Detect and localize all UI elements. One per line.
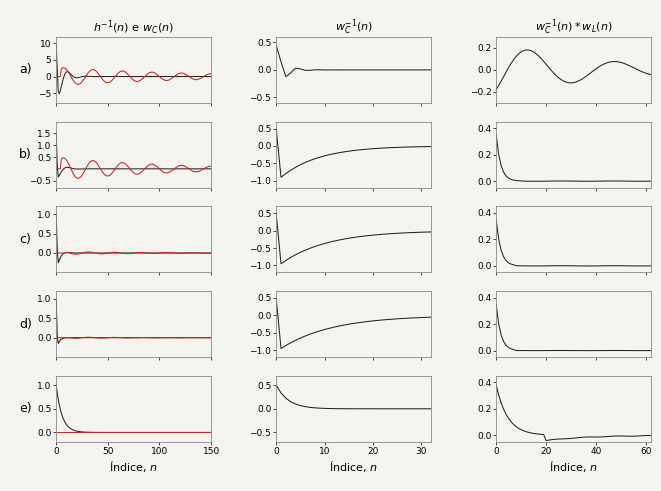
X-axis label: Índice, $n$: Índice, $n$ (329, 459, 378, 473)
Text: c): c) (19, 233, 31, 246)
Title: $h^{-1}(n)$ e $w_C(n)$: $h^{-1}(n)$ e $w_C(n)$ (93, 19, 174, 37)
Text: a): a) (19, 63, 32, 77)
Title: $w_C^{-1}(n)*w_L(n)$: $w_C^{-1}(n)*w_L(n)$ (535, 17, 612, 37)
X-axis label: Índice, $n$: Índice, $n$ (549, 459, 598, 473)
Text: b): b) (19, 148, 32, 161)
Text: d): d) (19, 318, 32, 330)
Title: $w_C^{-1}(n)$: $w_C^{-1}(n)$ (334, 17, 373, 37)
X-axis label: Índice, $n$: Índice, $n$ (109, 459, 158, 473)
Text: e): e) (19, 402, 32, 415)
